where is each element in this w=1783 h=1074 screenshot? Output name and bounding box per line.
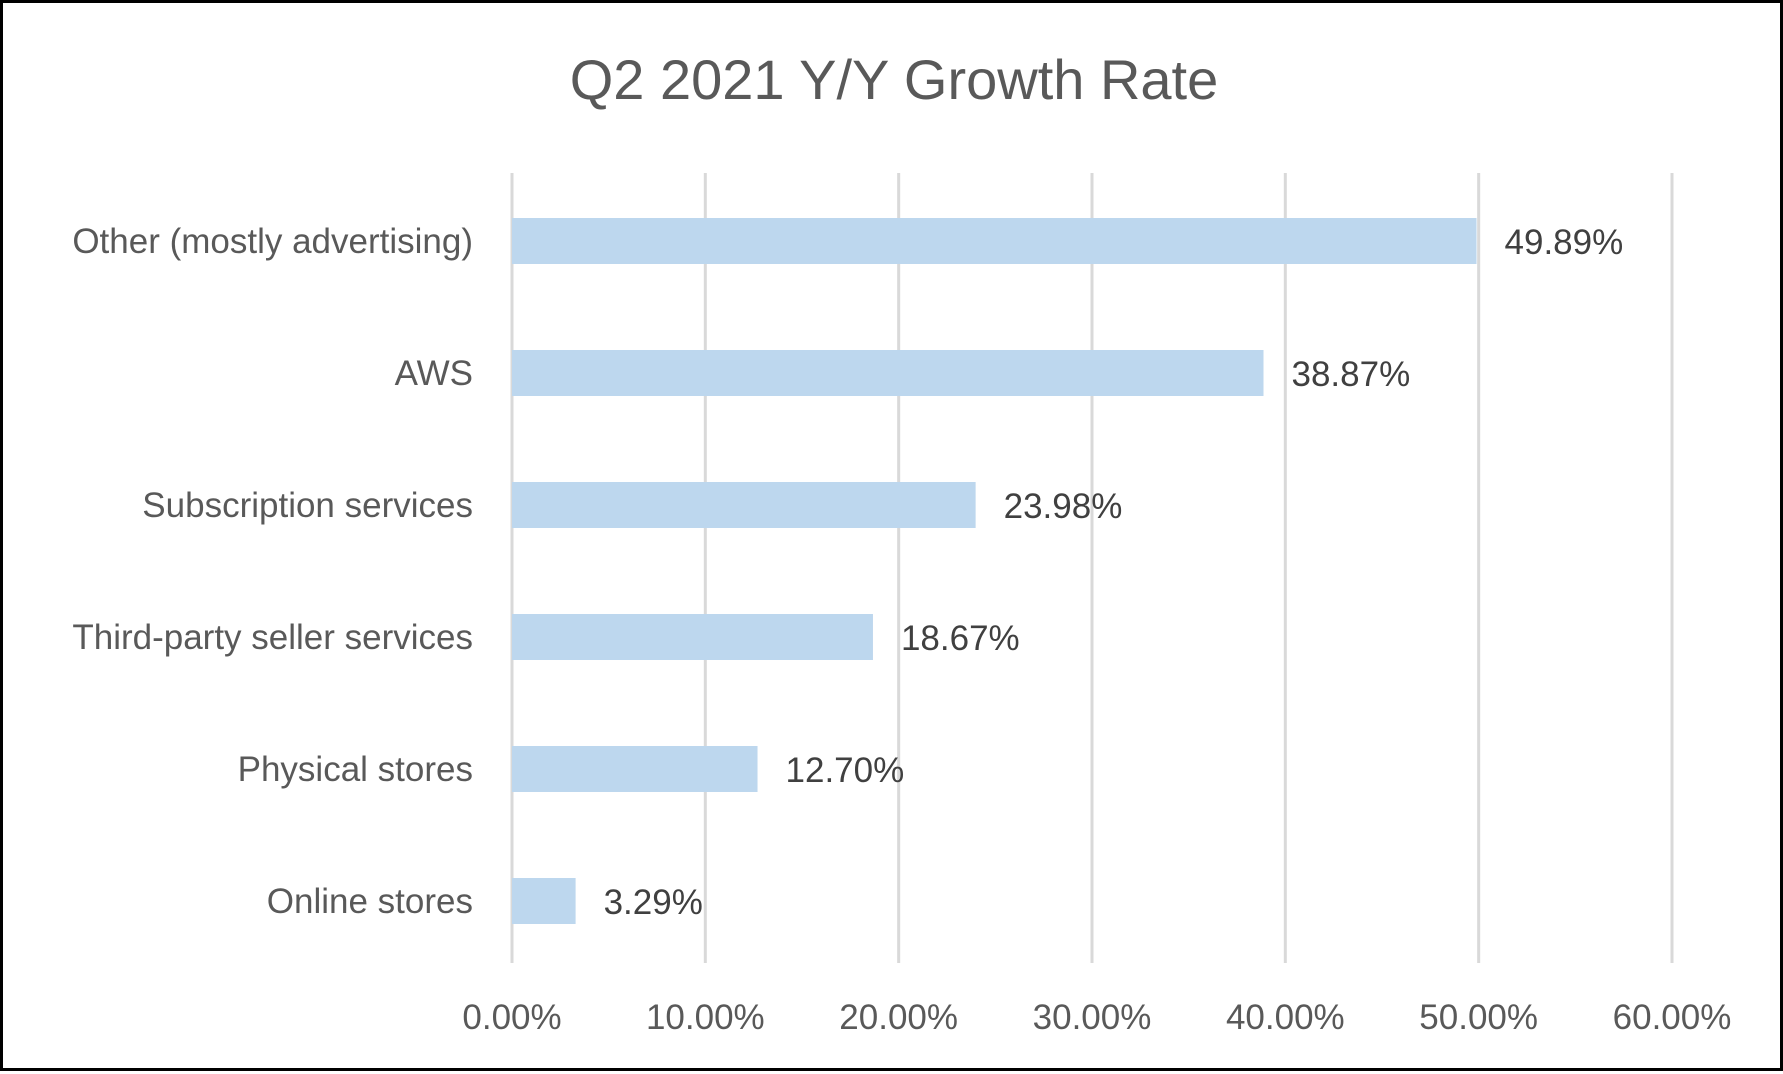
chart-title: Q2 2021 Y/Y Growth Rate [570,48,1219,111]
bars [512,218,1477,924]
x-tick-label-2: 20.00% [839,998,958,1037]
bar-3 [512,614,873,660]
category-label-0: Other (mostly advertising) [72,222,473,261]
data-label-0: 49.89% [1505,223,1624,262]
bar-4 [512,746,758,792]
category-labels: Other (mostly advertising) AWS Subscriptio… [72,222,473,921]
category-label-5: Online stores [267,882,473,921]
data-label-4: 12.70% [786,751,905,790]
x-tick-label-5: 50.00% [1419,998,1538,1037]
data-label-3: 18.67% [901,619,1020,658]
x-tick-label-0: 0.00% [462,998,561,1037]
bar-2 [512,482,976,528]
x-axis-tick-labels: 0.00% 10.00% 20.00% 30.00% 40.00% 50.00% 60.00… [462,998,1731,1037]
category-label-1: AWS [395,354,473,393]
x-tick-label-6: 60.00% [1613,998,1732,1037]
x-tick-label-1: 10.00% [646,998,765,1037]
gridlines [510,173,1674,963]
data-label-5: 3.29% [604,883,703,922]
bar-0 [512,218,1477,264]
bar-1 [512,350,1264,396]
x-tick-label-4: 40.00% [1226,998,1345,1037]
bar-chart: Q2 2021 Y/Y Growth Rate Other (mostly ad… [72,48,1731,1037]
data-label-1: 38.87% [1291,355,1410,394]
category-label-2: Subscription services [142,486,473,525]
category-label-3: Third-party seller services [72,618,473,657]
category-label-4: Physical stores [238,750,473,789]
data-label-2: 23.98% [1004,487,1123,526]
bar-5 [512,878,576,924]
data-labels: 49.89% 38.87% 23.98% 18.67% 12.70% 3.29% [604,223,1624,922]
x-tick-label-3: 30.00% [1033,998,1152,1037]
